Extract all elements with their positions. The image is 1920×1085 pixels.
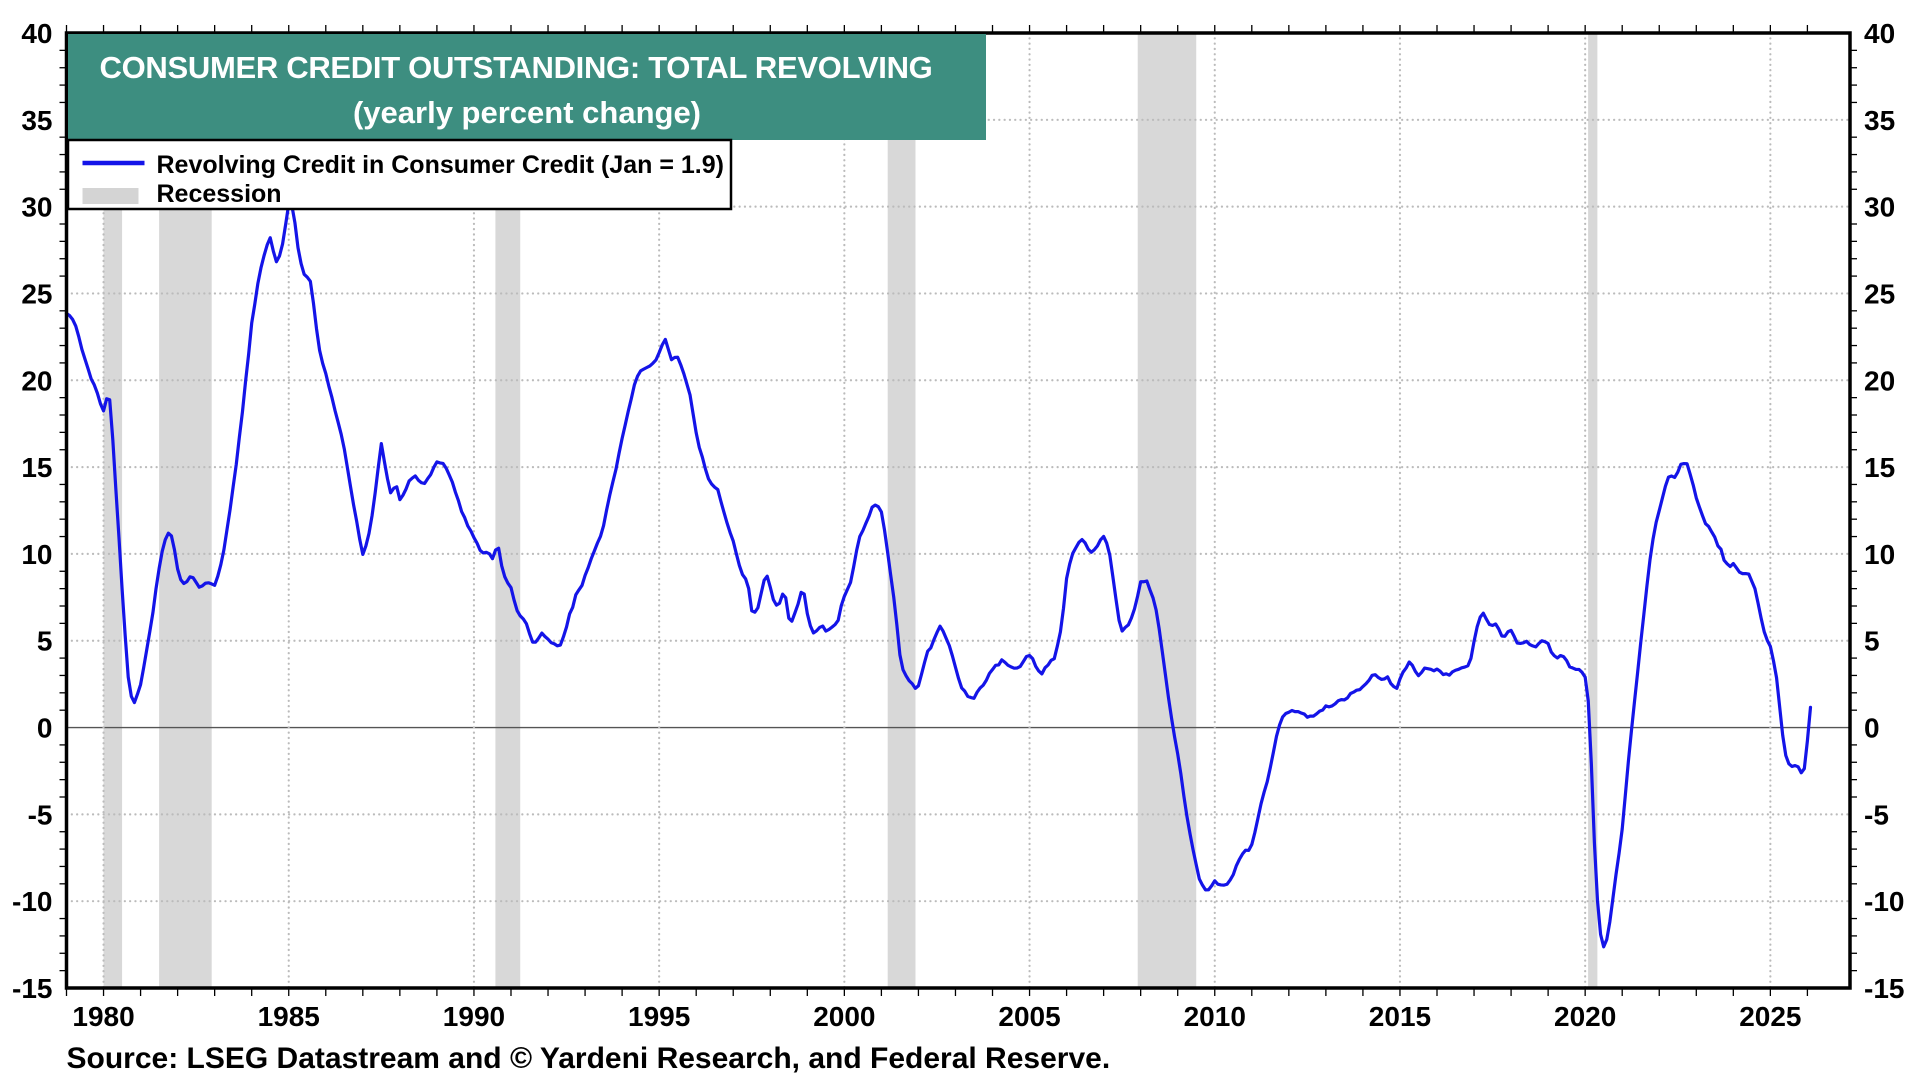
svg-text:2010: 2010 bbox=[1184, 1001, 1246, 1032]
svg-text:30: 30 bbox=[1864, 192, 1895, 223]
svg-text:25: 25 bbox=[21, 278, 52, 309]
svg-text:-10: -10 bbox=[12, 886, 52, 917]
svg-text:15: 15 bbox=[21, 452, 52, 483]
svg-text:2015: 2015 bbox=[1369, 1001, 1431, 1032]
svg-text:Source: LSEG Datastream and ©: Source: LSEG Datastream and © Yardeni Re… bbox=[67, 1042, 1111, 1075]
svg-text:15: 15 bbox=[1864, 452, 1895, 483]
svg-text:10: 10 bbox=[1864, 539, 1895, 570]
svg-text:35: 35 bbox=[1864, 105, 1895, 136]
svg-text:5: 5 bbox=[1864, 626, 1880, 657]
svg-text:1995: 1995 bbox=[628, 1001, 690, 1032]
svg-text:CONSUMER CREDIT OUTSTANDING: T: CONSUMER CREDIT OUTSTANDING: TOTAL REVOL… bbox=[100, 50, 933, 85]
svg-text:5: 5 bbox=[37, 626, 53, 657]
svg-text:Recession: Recession bbox=[157, 180, 282, 208]
svg-text:-15: -15 bbox=[1864, 973, 1904, 1004]
svg-text:1990: 1990 bbox=[443, 1001, 505, 1032]
svg-text:25: 25 bbox=[1864, 278, 1895, 309]
svg-text:0: 0 bbox=[1864, 713, 1880, 744]
svg-text:30: 30 bbox=[21, 192, 52, 223]
svg-text:-5: -5 bbox=[28, 799, 53, 830]
svg-text:1980: 1980 bbox=[72, 1001, 134, 1032]
svg-text:20: 20 bbox=[21, 365, 52, 396]
svg-text:2005: 2005 bbox=[998, 1001, 1060, 1032]
svg-text:35: 35 bbox=[21, 105, 52, 136]
svg-text:0: 0 bbox=[37, 713, 53, 744]
svg-text:-5: -5 bbox=[1864, 799, 1889, 830]
svg-text:2025: 2025 bbox=[1739, 1001, 1801, 1032]
svg-text:20: 20 bbox=[1864, 365, 1895, 396]
svg-text:2020: 2020 bbox=[1554, 1001, 1616, 1032]
svg-text:40: 40 bbox=[1864, 18, 1895, 49]
svg-text:Revolving Credit in Consumer C: Revolving Credit in Consumer Credit (Jan… bbox=[157, 151, 724, 179]
svg-text:-15: -15 bbox=[12, 973, 52, 1004]
svg-text:1985: 1985 bbox=[258, 1001, 320, 1032]
svg-text:-10: -10 bbox=[1864, 886, 1904, 917]
svg-text:40: 40 bbox=[21, 18, 52, 49]
svg-text:10: 10 bbox=[21, 539, 52, 570]
svg-text:2000: 2000 bbox=[813, 1001, 875, 1032]
svg-text:(yearly percent change): (yearly percent change) bbox=[353, 95, 701, 130]
